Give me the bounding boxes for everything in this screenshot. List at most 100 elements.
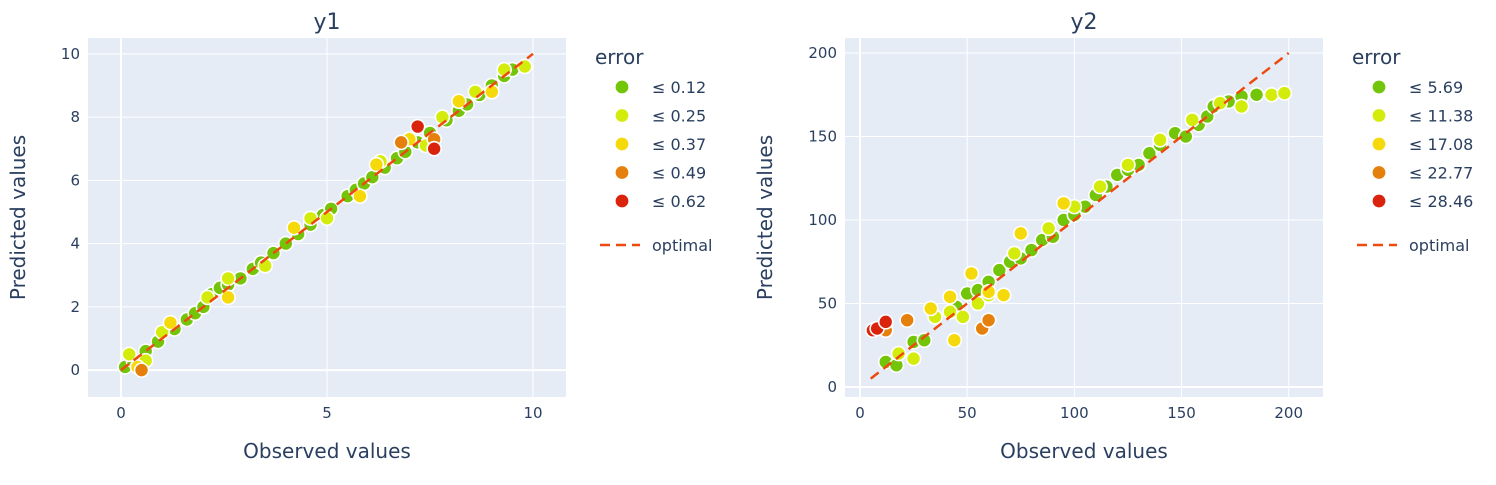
data-point	[162, 314, 179, 331]
optimal-line	[869, 52, 1290, 380]
series-5	[409, 118, 442, 157]
legend-label: optimal	[1409, 236, 1470, 255]
y-tick-label: 6	[70, 171, 80, 189]
y-tick-label: 2	[70, 298, 80, 316]
data-point	[1023, 242, 1040, 258]
x-axis-title: Observed values	[243, 439, 411, 463]
y-tick-label: 50	[818, 294, 837, 312]
data-point	[1233, 98, 1250, 115]
x-tick-label: 150	[1167, 404, 1196, 422]
legend: error ≤ 0.12 ≤ 0.25 ≤ 0.37 ≤ 0.49 ≤ 0.62 optim…	[595, 45, 713, 255]
legend-marker	[614, 107, 630, 124]
x-tick-label: 100	[1060, 404, 1089, 422]
data-point	[942, 289, 958, 305]
data-point	[1055, 195, 1072, 212]
data-point	[121, 346, 138, 363]
y-axis-title: Predicted values	[6, 135, 30, 300]
data-point	[905, 350, 922, 367]
x-tick-label: 0	[116, 404, 126, 422]
data-point	[426, 140, 442, 157]
chart-title: y1	[313, 10, 340, 35]
data-point	[199, 289, 216, 306]
data-point	[302, 210, 319, 227]
chart-1: 0 5 10 0 2 4 6 8 10 y1 Observed values Predicted va…	[6, 10, 713, 463]
data-point	[1152, 132, 1168, 148]
legend-marker	[614, 79, 630, 95]
data-point	[995, 287, 1012, 303]
legend-marker	[614, 136, 630, 152]
data-point	[1263, 86, 1280, 103]
data-point	[877, 314, 894, 330]
data-point	[133, 362, 150, 378]
legend-marker	[1371, 107, 1387, 124]
legend-marker	[1371, 193, 1387, 209]
data-point	[220, 270, 236, 287]
data-point	[955, 309, 971, 325]
data-point	[409, 118, 426, 135]
x-tick-label: 50	[958, 404, 977, 422]
legend-title: error	[595, 45, 644, 69]
data-point	[393, 134, 409, 151]
y-tick-label: 4	[70, 235, 80, 253]
data-point	[1120, 157, 1136, 173]
y-tick-label: 10	[61, 45, 80, 63]
y-axis-title: Predicted values	[753, 135, 777, 300]
data-point	[1276, 85, 1293, 101]
legend-label: ≤ 5.69	[1409, 78, 1463, 97]
data-point	[1040, 220, 1057, 237]
legend-label: ≤ 0.62	[652, 192, 706, 211]
legend-label: ≤ 28.46	[1409, 192, 1473, 211]
legend-marker	[1371, 79, 1387, 95]
legend-label: ≤ 11.38	[1409, 107, 1473, 126]
data-point	[980, 312, 997, 328]
legend-marker	[1371, 136, 1387, 152]
data-point	[922, 300, 939, 317]
chart-title: y2	[1070, 10, 1097, 35]
y-tick-label: 100	[808, 211, 837, 229]
data-point	[368, 156, 385, 173]
data-point	[467, 83, 484, 100]
legend-label: optimal	[652, 236, 713, 255]
legend-marker	[1371, 164, 1387, 181]
y-tick-label: 200	[808, 44, 837, 62]
x-tick-label: 0	[855, 404, 865, 422]
data-point	[516, 58, 533, 75]
data-point	[352, 188, 368, 204]
legend-label: ≤ 0.49	[652, 164, 706, 183]
y-tick-label: 8	[70, 108, 80, 126]
data-point	[1212, 95, 1228, 111]
legend-marker	[614, 164, 630, 181]
y-tick-label: 150	[808, 128, 837, 146]
legend-label: ≤ 22.77	[1409, 164, 1473, 183]
data-marks	[865, 52, 1293, 380]
legend-label: ≤ 17.08	[1409, 135, 1473, 154]
y-tick-label: 0	[827, 378, 837, 396]
chart-2: 0 50 100 150 200 0 50 100 150 200 y2 Observed value…	[753, 10, 1473, 463]
x-tick-label: 10	[523, 404, 542, 422]
data-point	[286, 219, 302, 236]
data-point	[1012, 225, 1029, 242]
data-point	[220, 289, 236, 306]
data-point	[963, 265, 980, 282]
series-4	[133, 131, 442, 378]
legend-marker	[614, 193, 630, 209]
data-point	[1248, 86, 1265, 103]
data-point	[899, 312, 915, 328]
data-point	[1184, 112, 1201, 128]
legend: error ≤ 5.69 ≤ 11.38 ≤ 17.08 ≤ 22.77 ≤ 28.46 o…	[1352, 45, 1473, 255]
optimal-line	[120, 52, 534, 372]
data-point	[1006, 245, 1023, 262]
data-point	[451, 93, 467, 110]
data-point	[1178, 128, 1194, 145]
x-axis-title: Observed values	[1000, 439, 1168, 463]
data-point	[1092, 178, 1108, 195]
series-5	[865, 314, 894, 339]
series-3	[922, 195, 1072, 349]
y-tick-label: 0	[70, 361, 80, 379]
legend-label: ≤ 0.25	[652, 107, 706, 126]
data-point	[890, 345, 907, 362]
legend-label: ≤ 0.37	[652, 135, 706, 154]
x-tick-label: 200	[1274, 404, 1303, 422]
